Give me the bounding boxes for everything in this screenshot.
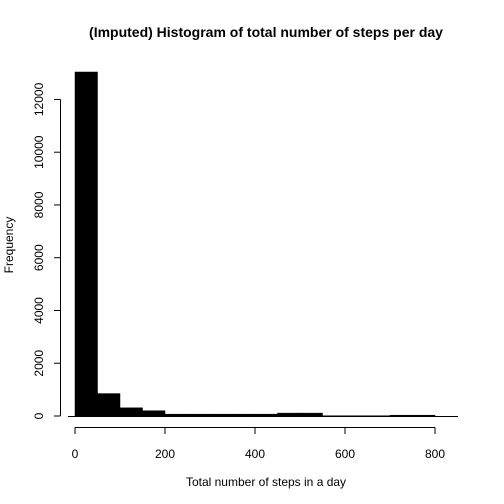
y-axis-label: Frequency: [2, 217, 16, 274]
x-tick-label: 200: [155, 447, 175, 461]
chart-title: (Imputed) Histogram of total number of s…: [89, 24, 443, 40]
x-tick-label: 400: [245, 447, 265, 461]
x-tick-label: 800: [425, 447, 445, 461]
bars-group: [68, 71, 458, 417]
histogram-bar: [277, 412, 301, 417]
histogram-bar: [97, 393, 121, 417]
histogram-bar: [412, 414, 436, 417]
histogram-bar: [119, 407, 143, 417]
y-tick-label: 6000: [32, 244, 46, 271]
histogram-bar: [209, 413, 233, 417]
y-tick-label: 8000: [32, 191, 46, 218]
y-tick-label: 2000: [32, 350, 46, 377]
y-tick-label: 12000: [32, 82, 46, 116]
histogram-bar: [232, 413, 256, 417]
histogram-bar: [389, 414, 413, 417]
y-tick-label: 10000: [32, 135, 46, 169]
x-axis-label: Total number of steps in a day: [186, 475, 346, 489]
x-tick-label: 0: [72, 447, 79, 461]
histogram-bar: [74, 71, 98, 417]
histogram-bar: [142, 410, 166, 417]
histogram-bar: [187, 413, 211, 417]
x-tick-label: 600: [335, 447, 355, 461]
histogram-bar: [254, 413, 278, 417]
y-tick-label: 0: [32, 412, 46, 419]
y-axis: 0 2000 4000 6000 8000 10000 12000: [32, 82, 61, 419]
histogram-bar: [164, 413, 188, 417]
histogram-bar: [299, 412, 323, 417]
x-axis: 0 200 400 600 800: [72, 427, 445, 461]
y-tick-label: 4000: [32, 297, 46, 324]
